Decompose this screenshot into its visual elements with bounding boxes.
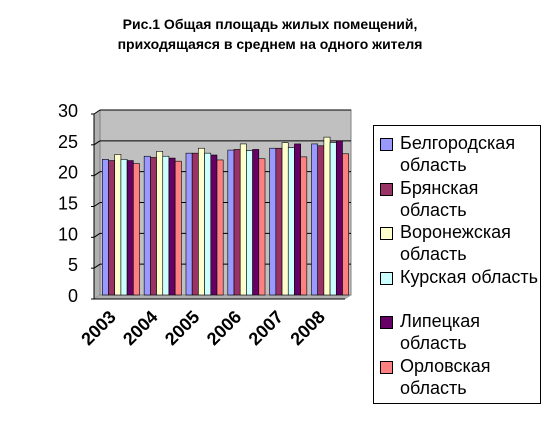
legend-item: Воронежская область: [380, 221, 540, 266]
x-tick-label-2005: 2005: [161, 307, 203, 349]
legend-item: Курская область: [380, 266, 540, 311]
bar-2006-6: [258, 158, 266, 296]
gridline-side-20: [93, 171, 101, 177]
bar-2003-4: [120, 159, 128, 296]
legend-swatch: [380, 227, 393, 240]
bar-2005-2: [191, 152, 199, 296]
x-tick-label-2006: 2006: [203, 307, 245, 349]
y-tick-label-25: 25: [58, 132, 78, 152]
y-tick-label-30: 30: [58, 101, 78, 121]
bar-2003-6: [133, 163, 140, 296]
gridline-side-30: [93, 109, 101, 115]
bar-2007-5: [294, 143, 301, 296]
bar-2005-1: [185, 152, 193, 296]
legend-item: Орловская область: [380, 355, 540, 400]
legend-label: Орловская область: [400, 355, 491, 398]
legend-label: Воронежская область: [400, 222, 511, 264]
bar-2008-5: [335, 140, 343, 296]
gridline-side-15: [93, 202, 101, 207]
legend-swatch: [380, 182, 393, 196]
bar-2006-1: [227, 149, 235, 296]
bar-2004-4: [162, 155, 170, 296]
bar-2005-6: [216, 159, 224, 296]
bar-2004-6: [174, 160, 182, 296]
y-tick-label-0: 0: [68, 286, 78, 306]
bar-2003-5: [126, 160, 134, 296]
bar-2007-3: [281, 142, 289, 296]
x-tick-label-2008: 2008: [286, 307, 328, 349]
bar-2008-4: [329, 142, 337, 296]
gridline-side-5: [93, 263, 101, 269]
legend-label: Брянская область: [400, 177, 479, 220]
y-tick-label-5: 5: [68, 255, 78, 275]
x-tick-label-2007: 2007: [245, 307, 287, 349]
bar-2003-1: [102, 159, 109, 296]
bar-2004-3: [156, 151, 164, 296]
chart-title: Рис.1 Общая площадь жилых помещений, при…: [60, 14, 480, 54]
bar-2005-5: [210, 154, 218, 296]
bar-2008-6: [342, 153, 349, 296]
bar-2007-2: [275, 147, 283, 296]
y-tick-label-20: 20: [58, 163, 78, 183]
legend-swatch: [380, 360, 393, 374]
bar-2005-4: [204, 152, 212, 296]
legend-swatch: [380, 316, 393, 329]
bar-2008-3: [323, 136, 331, 296]
legend-item: Белгородская область: [380, 132, 540, 177]
y-tick-label-10: 10: [58, 224, 78, 244]
chart-title-line-1: Рис.1 Общая площадь жилых помещений,: [122, 16, 418, 32]
chart-title-line-2: приходящаяся в среднем на одного жителя: [117, 36, 423, 52]
bar-2008-2: [317, 145, 325, 296]
legend-swatch: [380, 271, 393, 285]
legend-item: Брянская область: [380, 177, 540, 222]
bar-2007-6: [300, 156, 308, 296]
plot-floor: [93, 294, 352, 300]
bar-2003-3: [114, 154, 122, 296]
gridline-side-10: [93, 232, 101, 238]
bar-2004-2: [150, 157, 157, 296]
bar-2007-1: [269, 147, 277, 296]
bar-2008-1: [311, 143, 318, 296]
bar-2006-3: [239, 143, 247, 296]
legend-swatch: [380, 138, 393, 151]
bar-2006-5: [252, 149, 260, 296]
legend-label: Белгородская область: [400, 133, 516, 175]
bar-2007-4: [287, 147, 295, 296]
x-tick-label-2004: 2004: [119, 307, 161, 349]
bar-2004-1: [143, 155, 151, 296]
bar-2003-2: [108, 160, 116, 296]
legend-label: Липецкая область: [400, 311, 480, 353]
bar-2005-3: [198, 147, 205, 296]
gridline-side-25: [93, 140, 101, 146]
y-tick-label-15: 15: [58, 194, 78, 214]
bar-2006-4: [246, 150, 253, 296]
legend-item: Липецкая область: [380, 310, 540, 355]
bar-2006-2: [233, 149, 241, 296]
bar-2004-5: [168, 157, 176, 296]
legend-label: Курская область: [400, 266, 538, 287]
x-tick-label-2003: 2003: [77, 307, 119, 349]
chart-legend: Белгородская область Брянская область Воро…: [373, 125, 541, 404]
